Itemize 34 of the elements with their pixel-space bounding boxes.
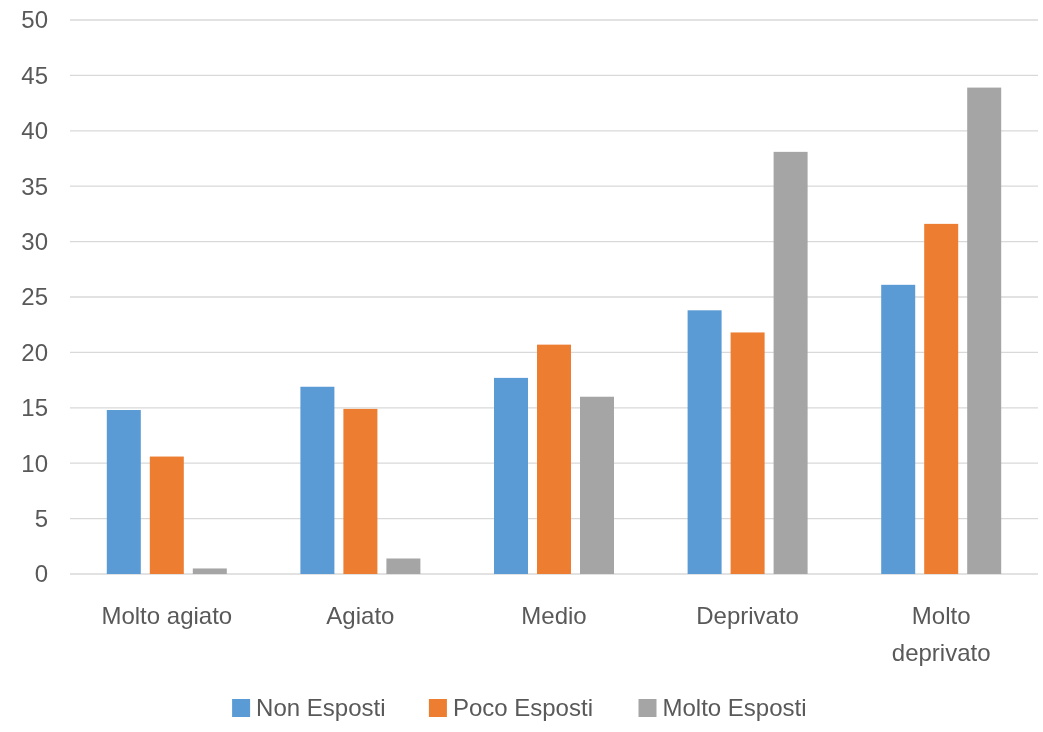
y-tick-label: 35	[21, 172, 48, 200]
x-tick-label: Molto agiato	[101, 602, 233, 629]
y-tick-label: 15	[21, 394, 48, 422]
bar	[881, 284, 916, 574]
y-tick-label: 30	[21, 228, 48, 255]
bar	[967, 87, 1002, 574]
bar	[494, 377, 528, 574]
y-tick-label: 5	[34, 505, 48, 532]
y-tick-label: 20	[21, 338, 48, 366]
bar	[773, 151, 808, 574]
y-tick-label: 10	[21, 449, 48, 477]
y-tick-label: 45	[21, 61, 48, 89]
y-tick-label: 40	[21, 117, 48, 145]
bar	[192, 568, 227, 574]
x-tick-label: Molto deprivato	[891, 602, 991, 666]
bar	[300, 386, 335, 574]
legend-label: Molto Esposti	[662, 694, 807, 721]
y-tick-label: 0	[34, 560, 48, 588]
x-tick-label: Deprivato	[696, 602, 799, 629]
legend-label: Non Esposti	[256, 694, 386, 721]
y-tick-label: 25	[21, 283, 48, 311]
x-tick-label: Agiato	[326, 602, 395, 629]
bar	[149, 456, 184, 574]
bar	[386, 558, 421, 574]
bar	[730, 332, 765, 574]
x-tick-label: Medio	[521, 602, 587, 629]
bar	[537, 344, 571, 574]
bar	[580, 396, 614, 574]
bar	[343, 408, 378, 574]
legend-label: Poco Esposti	[452, 694, 593, 721]
bar	[924, 223, 959, 574]
bar	[106, 410, 141, 574]
bar	[687, 310, 722, 574]
y-tick-label: 50	[21, 6, 48, 34]
